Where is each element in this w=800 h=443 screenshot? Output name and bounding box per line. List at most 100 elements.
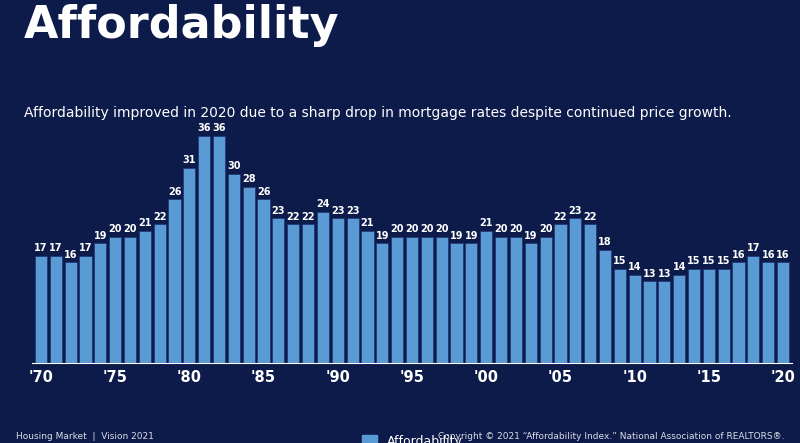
Text: Housing Market  |  Vision 2021: Housing Market | Vision 2021 xyxy=(16,432,154,441)
Text: 36: 36 xyxy=(212,124,226,133)
Bar xyxy=(346,218,358,363)
Bar xyxy=(362,231,374,363)
Bar xyxy=(391,237,403,363)
Text: 26: 26 xyxy=(168,187,182,197)
Text: 23: 23 xyxy=(272,206,285,216)
Text: 15: 15 xyxy=(687,256,701,266)
Text: 13: 13 xyxy=(642,268,656,279)
Bar xyxy=(466,243,478,363)
Bar xyxy=(539,237,552,363)
Bar xyxy=(525,243,537,363)
Text: 24: 24 xyxy=(316,199,330,209)
Bar xyxy=(376,243,388,363)
Text: 15: 15 xyxy=(702,256,716,266)
Bar xyxy=(614,268,626,363)
Text: 20: 20 xyxy=(435,225,449,234)
Bar xyxy=(198,136,210,363)
Bar xyxy=(94,243,106,363)
Text: 20: 20 xyxy=(420,225,434,234)
Text: 19: 19 xyxy=(524,231,538,241)
Bar xyxy=(213,136,225,363)
Bar xyxy=(228,174,240,363)
Text: 23: 23 xyxy=(569,206,582,216)
Bar xyxy=(169,199,181,363)
Text: 16: 16 xyxy=(776,250,790,260)
Bar xyxy=(584,225,596,363)
Bar xyxy=(643,281,655,363)
Text: 31: 31 xyxy=(182,155,196,165)
Text: 26: 26 xyxy=(257,187,270,197)
Text: 19: 19 xyxy=(450,231,463,241)
Text: 15: 15 xyxy=(613,256,626,266)
Text: 14: 14 xyxy=(628,262,642,272)
Text: 20: 20 xyxy=(108,225,122,234)
Text: 17: 17 xyxy=(49,243,62,253)
Bar xyxy=(495,237,507,363)
Bar xyxy=(450,243,462,363)
Bar xyxy=(35,256,47,363)
Bar xyxy=(183,167,195,363)
Text: 23: 23 xyxy=(331,206,345,216)
Text: 16: 16 xyxy=(64,250,78,260)
Text: 19: 19 xyxy=(465,231,478,241)
Text: 17: 17 xyxy=(78,243,92,253)
Bar xyxy=(658,281,670,363)
Bar xyxy=(332,218,344,363)
Text: 19: 19 xyxy=(375,231,389,241)
Text: 13: 13 xyxy=(658,268,671,279)
Bar xyxy=(762,262,774,363)
Bar xyxy=(747,256,759,363)
Text: 22: 22 xyxy=(554,212,567,222)
Bar xyxy=(317,212,329,363)
Text: 20: 20 xyxy=(123,225,137,234)
Bar xyxy=(599,250,611,363)
Text: 21: 21 xyxy=(479,218,493,228)
Bar xyxy=(79,256,91,363)
Text: 18: 18 xyxy=(598,237,612,247)
Bar xyxy=(287,225,299,363)
Text: 20: 20 xyxy=(406,225,418,234)
Text: 21: 21 xyxy=(138,218,151,228)
Text: 20: 20 xyxy=(509,225,522,234)
Bar xyxy=(702,268,715,363)
Bar xyxy=(436,237,448,363)
Text: 17: 17 xyxy=(746,243,760,253)
Bar xyxy=(733,262,745,363)
Bar xyxy=(65,262,77,363)
Text: 36: 36 xyxy=(198,124,211,133)
Bar xyxy=(421,237,433,363)
Text: 14: 14 xyxy=(673,262,686,272)
Bar xyxy=(109,237,122,363)
Text: 15: 15 xyxy=(717,256,730,266)
Text: 19: 19 xyxy=(94,231,107,241)
Bar xyxy=(406,237,418,363)
Text: 28: 28 xyxy=(242,174,255,184)
Text: 30: 30 xyxy=(227,161,241,171)
Text: Affordability improved in 2020 due to a sharp drop in mortgage rates despite con: Affordability improved in 2020 due to a … xyxy=(24,106,732,120)
Text: 22: 22 xyxy=(286,212,300,222)
Text: 17: 17 xyxy=(34,243,48,253)
Text: 16: 16 xyxy=(732,250,746,260)
Text: 20: 20 xyxy=(390,225,404,234)
Text: Copyright © 2021 “Affordability Index.” National Association of REALTORS®.: Copyright © 2021 “Affordability Index.” … xyxy=(438,432,784,441)
Bar xyxy=(569,218,582,363)
Legend: Affordability: Affordability xyxy=(362,435,462,443)
Bar xyxy=(154,225,166,363)
Text: 23: 23 xyxy=(346,206,359,216)
Text: 20: 20 xyxy=(494,225,508,234)
Text: 22: 22 xyxy=(302,212,315,222)
Text: 16: 16 xyxy=(762,250,775,260)
Bar xyxy=(272,218,285,363)
Bar xyxy=(480,231,492,363)
Text: 22: 22 xyxy=(583,212,597,222)
Bar xyxy=(124,237,136,363)
Text: Affordability: Affordability xyxy=(24,4,339,47)
Text: 22: 22 xyxy=(153,212,166,222)
Bar xyxy=(629,275,641,363)
Bar xyxy=(242,187,255,363)
Bar xyxy=(554,225,566,363)
Bar xyxy=(138,231,151,363)
Bar xyxy=(302,225,314,363)
Bar xyxy=(718,268,730,363)
Text: 20: 20 xyxy=(539,225,552,234)
